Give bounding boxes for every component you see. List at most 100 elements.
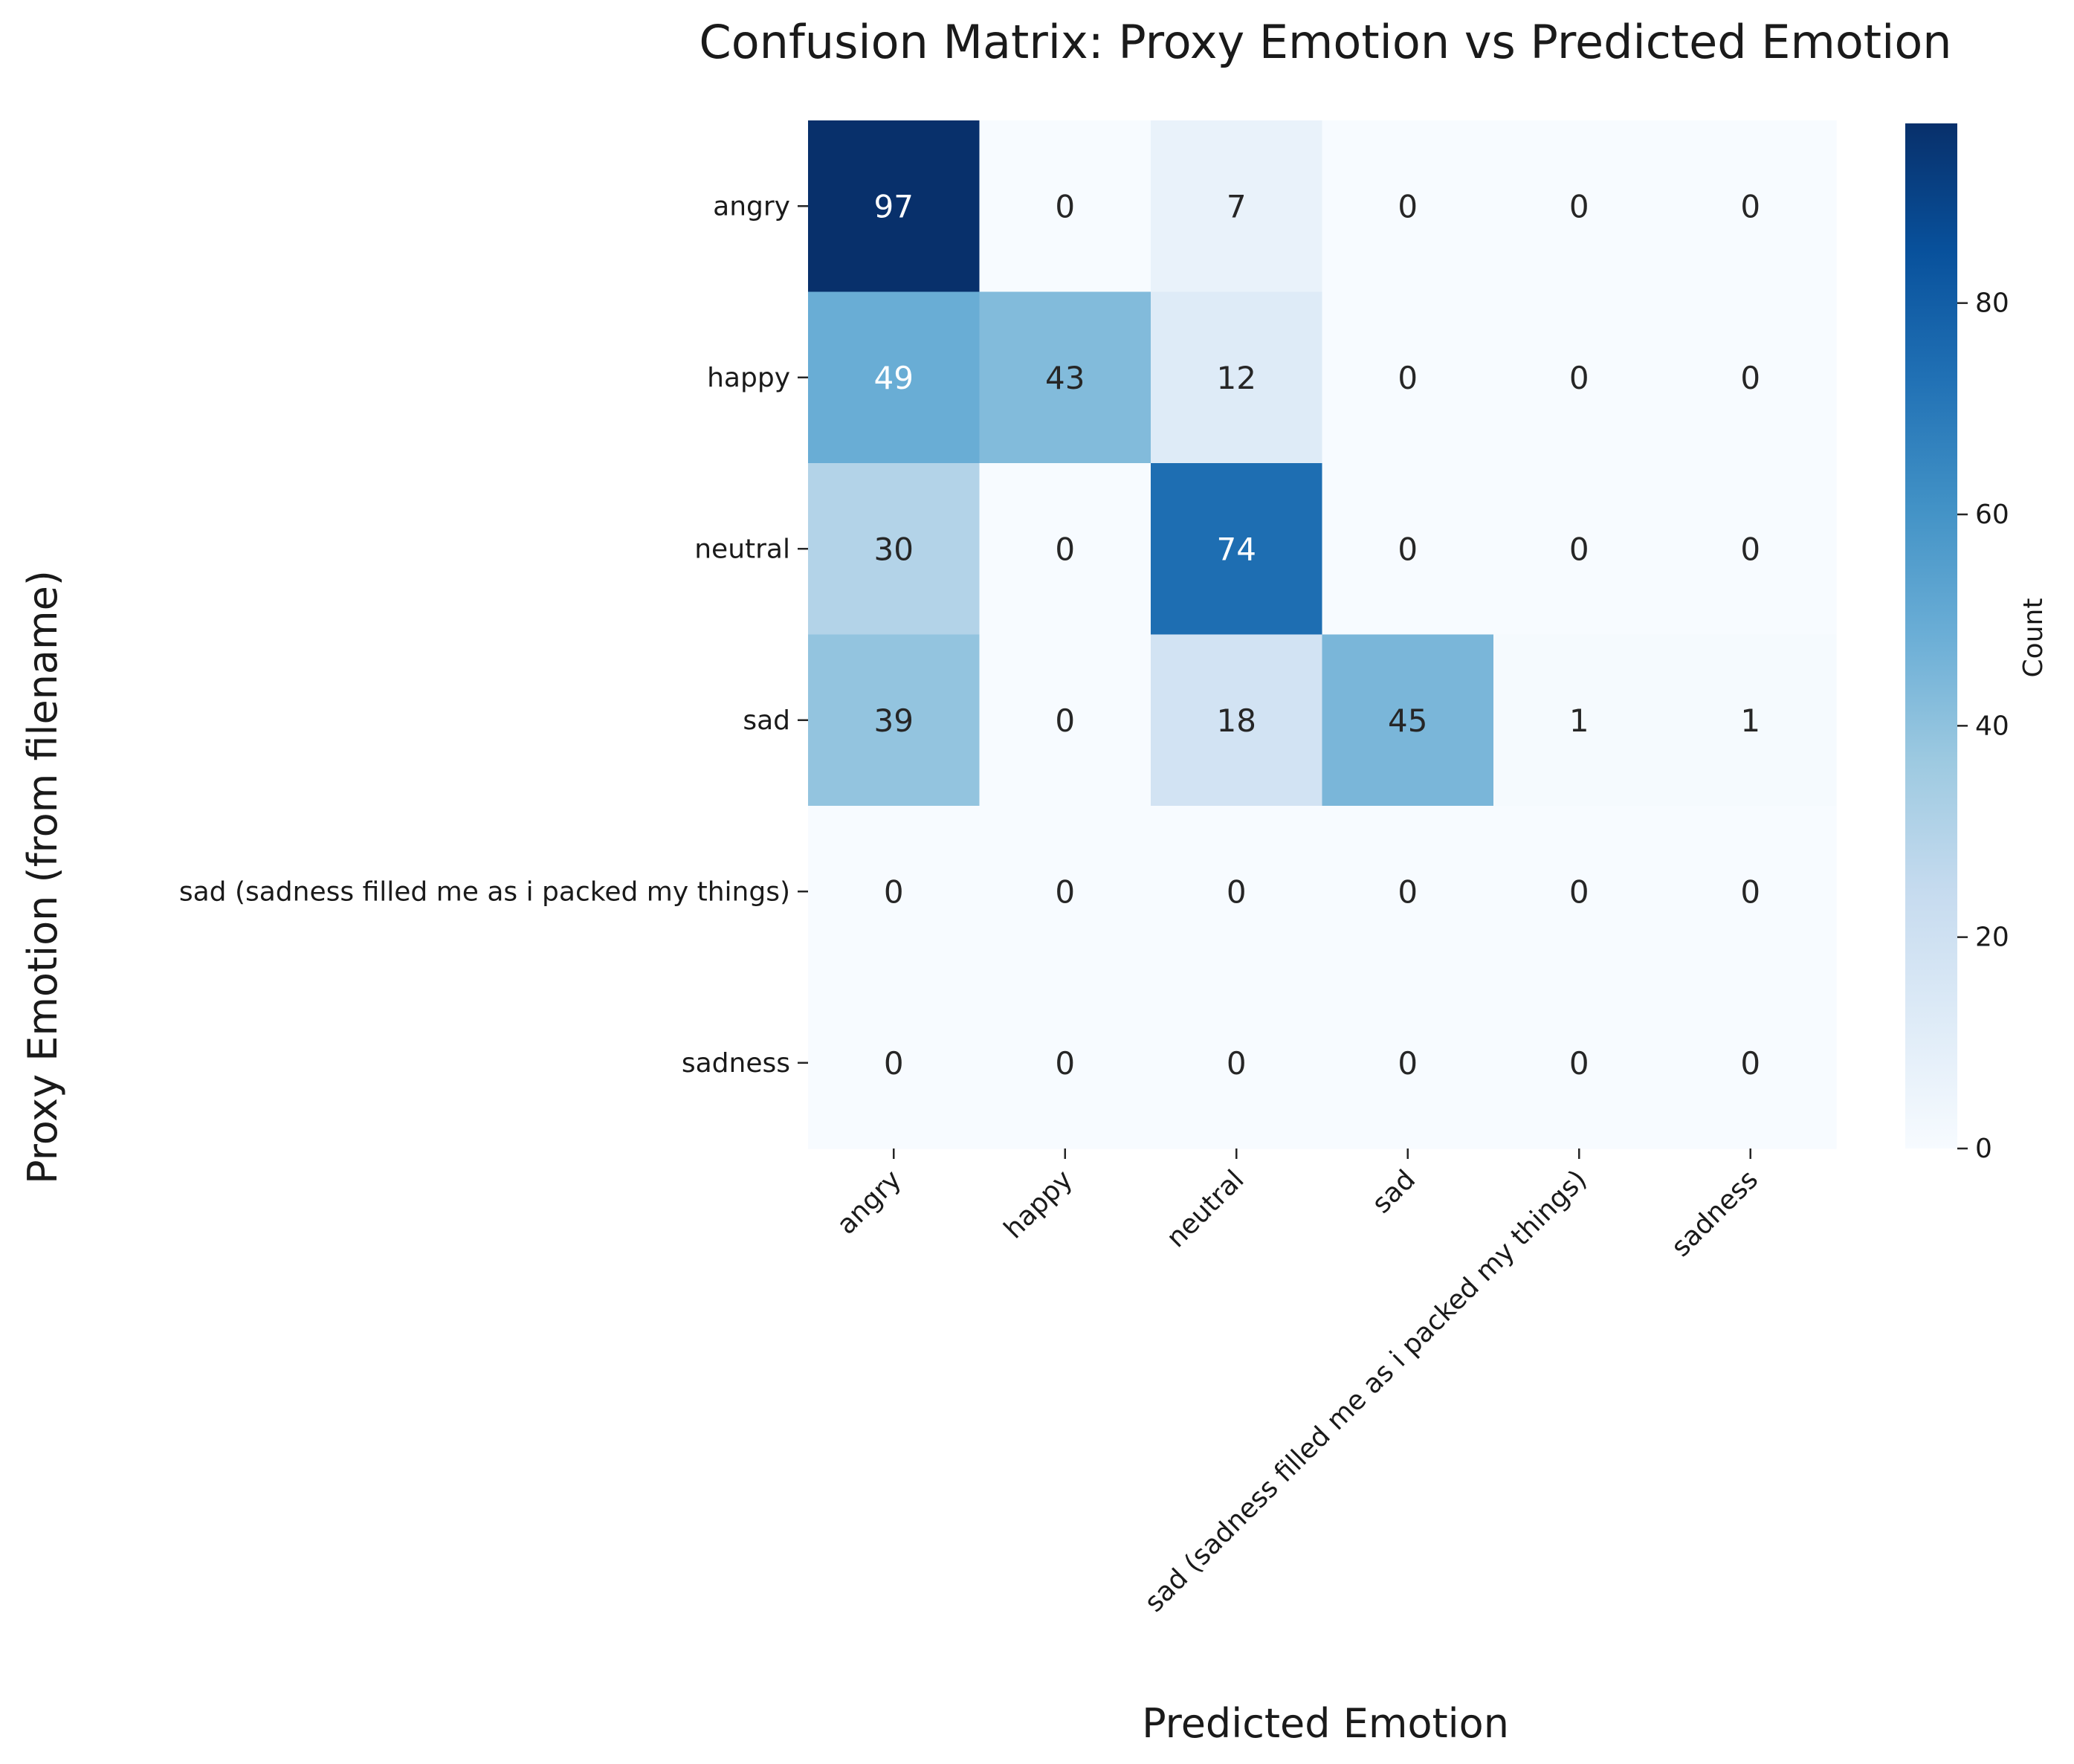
heatmap-cell-5-0 [808,977,981,1149]
heatmap-cell-0-1 [979,120,1151,293]
y-axis-ticks: angry happy neutral sad sad (sadness filled … [179,191,808,1079]
cell-value-5-3: 0 [1398,1045,1418,1082]
cell-value-0-2: 7 [1227,188,1247,224]
cell-value-3-1: 0 [1055,702,1075,739]
heatmap-cell-1-0 [808,291,981,464]
heatmap-cell-5-2 [1151,977,1323,1149]
colorbar-tick-label-0: 0 [1975,1134,1992,1164]
heatmap-cell-3-0 [808,634,981,807]
chart-title: Confusion Matrix: Proxy Emotion vs Predi… [699,15,1951,69]
heatmap-cell-1-3 [1322,291,1494,464]
heatmap-cell-0-4 [1493,120,1666,293]
cell-value-1-3: 0 [1398,360,1418,396]
heatmap-cell-labels: 97 0 7 0 0 0 49 43 12 0 0 0 30 0 74 0 0 0 39 0 18 45 1 1 0 0 0 0 0 0 0… [874,188,1761,1082]
cell-value-3-4: 1 [1569,702,1589,739]
heatmap-cell-2-4 [1493,463,1666,636]
heatmap-cell-3-5 [1664,634,1837,807]
heatmap-cell-4-0 [808,806,981,978]
cell-value-5-5: 0 [1740,1045,1760,1082]
cell-value-1-5: 0 [1740,360,1760,396]
heatmap-cell-1-5 [1664,291,1837,464]
heatmap-cell-2-1 [979,463,1151,636]
heatmap-cell-4-2 [1151,806,1323,978]
cell-value-4-2: 0 [1227,873,1247,910]
heatmap-cell-5-3 [1322,977,1494,1149]
heatmap-cell-0-2 [1151,120,1323,293]
colorbar: 0 20 40 60 80 [1905,123,2009,1164]
y-tick-label-4: sad (sadness filled me as i packed my th… [179,876,790,907]
cell-value-0-0: 97 [874,188,914,224]
x-tick-label-5: sadness [1666,1164,1764,1262]
colorbar-tick-label-3: 60 [1975,500,2009,530]
heatmap-cell-4-1 [979,806,1151,978]
colorbar-label: Count [2018,598,2049,678]
cell-value-0-1: 0 [1055,188,1075,224]
cell-value-4-4: 0 [1569,873,1589,910]
heatmap-cell-0-5 [1664,120,1837,293]
cell-value-2-4: 0 [1569,531,1589,567]
cell-value-5-1: 0 [1055,1045,1075,1082]
cell-value-1-2: 12 [1217,360,1256,396]
cell-value-1-4: 0 [1569,360,1589,396]
cell-value-5-4: 0 [1569,1045,1589,1082]
y-tick-label-0: angry [713,191,790,222]
cell-value-0-4: 0 [1569,188,1589,224]
heatmap-cell-0-0 [808,120,981,293]
x-tick-label-2: neutral [1161,1164,1250,1253]
heatmap-cell-3-3 [1322,634,1494,807]
heatmap-cell-5-4 [1493,977,1666,1149]
heatmap-cells [808,120,1837,1149]
x-axis-label: Predicted Emotion [1142,1700,1509,1747]
y-tick-label-2: neutral [694,534,790,564]
x-tick-label-1: happy [998,1164,1079,1244]
cell-value-2-1: 0 [1055,531,1075,567]
heatmap-cell-2-3 [1322,463,1494,636]
cell-value-4-3: 0 [1398,873,1418,910]
heatmap-cell-2-0 [808,463,981,636]
cell-value-4-1: 0 [1055,873,1075,910]
heatmap-cell-2-2 [1151,463,1323,636]
heatmap-cell-2-5 [1664,463,1837,636]
cell-value-3-5: 1 [1740,702,1760,739]
y-tick-label-5: sadness [682,1048,790,1079]
heatmap-cell-4-5 [1664,806,1837,978]
heatmap-cell-4-4 [1493,806,1666,978]
cell-value-1-1: 43 [1045,360,1085,396]
cell-value-2-3: 0 [1398,531,1418,567]
cell-value-0-3: 0 [1398,188,1418,224]
heatmap-cell-3-4 [1493,634,1666,807]
cell-value-2-0: 30 [874,531,914,567]
cell-value-3-3: 45 [1388,702,1427,739]
y-tick-label-3: sad [743,705,790,736]
colorbar-tick-label-4: 80 [1975,288,2009,319]
cell-value-3-0: 39 [874,702,914,739]
cell-value-4-0: 0 [884,873,904,910]
heatmap-cell-5-5 [1664,977,1837,1149]
heatmap-cell-1-1 [979,291,1151,464]
x-tick-label-4: sad (sadness filled me as i packed my th… [1139,1164,1592,1618]
y-tick-label-1: happy [707,363,790,393]
heatmap-cell-3-1 [979,634,1151,807]
colorbar-gradient [1905,123,1957,1148]
heatmap-cell-1-2 [1151,291,1323,464]
heatmap-cell-0-3 [1322,120,1494,293]
cell-value-2-5: 0 [1740,531,1760,567]
cell-value-4-5: 0 [1740,873,1760,910]
cell-value-3-2: 18 [1217,702,1256,739]
x-tick-label-0: angry [831,1164,907,1240]
heatmap-cell-1-4 [1493,291,1666,464]
heatmap-cell-3-2 [1151,634,1323,807]
colorbar-tick-label-2: 40 [1975,711,2009,741]
cell-value-5-2: 0 [1227,1045,1247,1082]
heatmap-cell-5-1 [979,977,1151,1149]
colorbar-tick-label-1: 20 [1975,923,2009,953]
cell-value-2-2: 74 [1217,531,1256,567]
cell-value-1-0: 49 [874,360,914,396]
cell-value-5-0: 0 [884,1045,904,1082]
heatmap-cell-4-3 [1322,806,1494,978]
x-tick-label-3: sad [1366,1164,1421,1219]
y-axis-label: Proxy Emotion (from filename) [19,570,66,1184]
